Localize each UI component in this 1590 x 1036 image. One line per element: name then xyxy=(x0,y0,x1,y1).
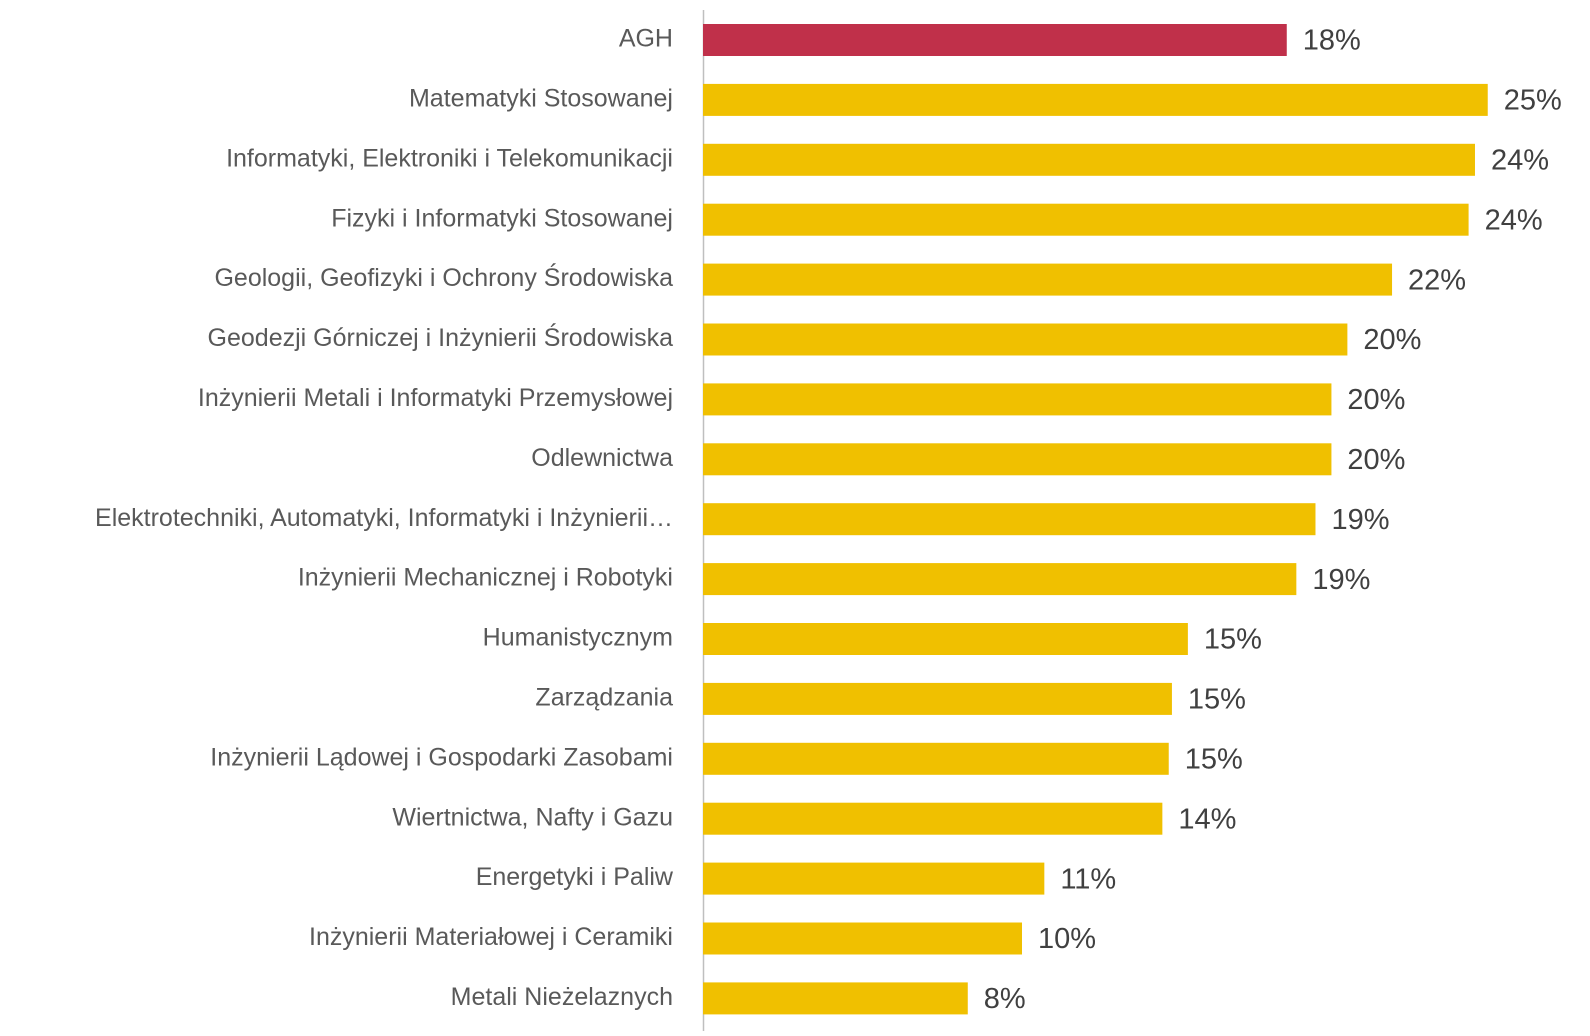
bar xyxy=(703,802,1163,835)
category-label: Inżynierii Materiałowej i Ceramiki xyxy=(309,923,673,951)
bar xyxy=(703,263,1393,296)
bar xyxy=(703,143,1475,176)
category-label: Inżynierii Mechanicznej i Robotyki xyxy=(298,564,673,592)
category-label: Odlewnictwa xyxy=(531,444,673,472)
bar xyxy=(703,383,1332,416)
value-label: 19% xyxy=(1331,504,1389,536)
category-label: Inżynierii Metali i Informatyki Przemysł… xyxy=(198,384,673,412)
bar xyxy=(703,982,968,1015)
bar xyxy=(703,922,1022,955)
bar xyxy=(703,443,1332,476)
value-label: 18% xyxy=(1303,25,1361,57)
bar xyxy=(703,623,1188,655)
category-label: Energetyki i Paliw xyxy=(476,863,674,891)
category-label: Fizyki i Informatyki Stosowanej xyxy=(331,204,673,232)
category-label: Informatyki, Elektroniki i Telekomunikac… xyxy=(226,144,673,172)
value-label: 14% xyxy=(1178,803,1236,835)
value-label: 22% xyxy=(1408,264,1466,296)
value-label: 20% xyxy=(1347,444,1405,476)
category-label: Humanistycznym xyxy=(483,624,673,652)
bar xyxy=(703,323,1348,356)
category-label: Zarządzania xyxy=(535,684,673,712)
bar xyxy=(703,83,1488,116)
value-label: 10% xyxy=(1038,923,1096,955)
category-label: Elektrotechniki, Automatyki, Informatyki… xyxy=(95,504,673,532)
bar xyxy=(703,24,1287,56)
bar xyxy=(703,203,1469,236)
value-label: 8% xyxy=(984,983,1026,1015)
bar xyxy=(703,862,1045,895)
value-label: 19% xyxy=(1312,564,1370,596)
value-label: 11% xyxy=(1060,863,1116,895)
category-label: Metali Nieżelaznych xyxy=(451,983,673,1011)
category-label: Matematyki Stosowanej xyxy=(409,85,673,113)
bar xyxy=(703,563,1297,596)
value-label: 24% xyxy=(1491,144,1549,176)
category-label: AGH xyxy=(619,25,673,53)
value-label: 24% xyxy=(1485,204,1543,236)
category-label: Geodezji Górniczej i Inżynierii Środowis… xyxy=(208,322,674,352)
value-label: 20% xyxy=(1363,324,1421,356)
value-label: 15% xyxy=(1188,684,1246,716)
category-label: Geologii, Geofizyki i Ochrony Środowiska xyxy=(214,262,673,292)
category-label: Wiertnictwa, Nafty i Gazu xyxy=(392,803,673,831)
value-label: 15% xyxy=(1185,743,1243,775)
bar xyxy=(703,742,1169,775)
bar xyxy=(703,682,1172,715)
value-label: 15% xyxy=(1204,624,1262,656)
bar xyxy=(703,503,1316,536)
category-label: Inżynierii Lądowej i Gospodarki Zasobami xyxy=(210,743,673,771)
value-label: 20% xyxy=(1347,384,1405,416)
value-label: 25% xyxy=(1504,85,1562,117)
